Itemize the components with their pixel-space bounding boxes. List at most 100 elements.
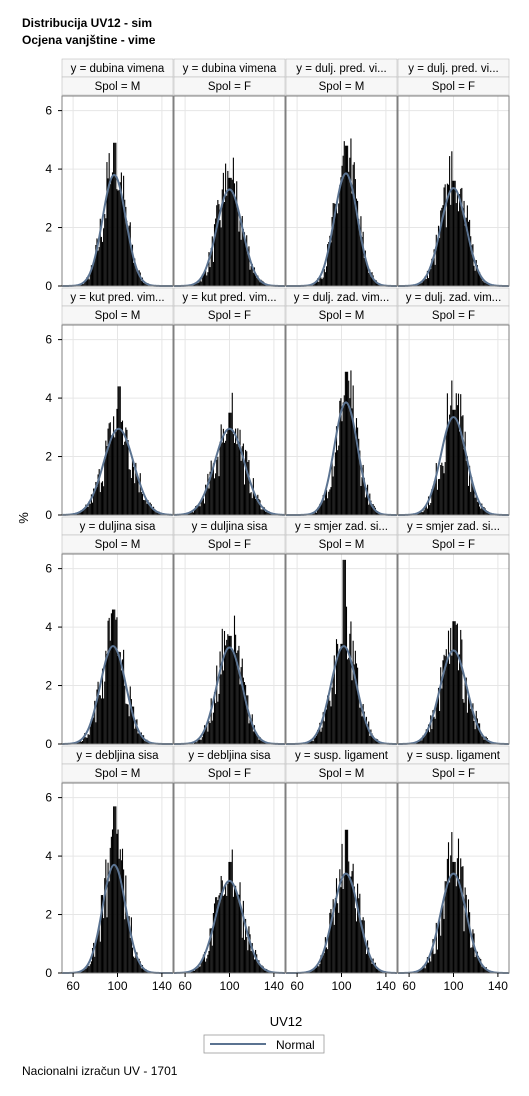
histogram-bar [335,878,338,973]
histogram-bar [91,264,94,286]
histogram-bar [479,272,481,286]
histogram-bar [119,182,121,286]
histogram-bar [419,283,421,286]
histogram-bar [320,955,322,973]
histogram-bar [466,205,468,286]
histogram-bar [206,275,208,286]
histogram-bar [476,951,478,973]
histogram-bar [238,894,240,973]
histogram-bar [151,507,154,515]
panel-frame [285,324,398,516]
histogram-bar [334,204,336,286]
histogram-bar [81,509,84,515]
histogram-bar [355,921,358,973]
histogram-bar [350,621,352,744]
histogram-bar [229,412,231,515]
histogram-bar [465,677,467,744]
histogram-bar [319,503,321,515]
histogram-bar [250,721,252,744]
histogram-bar [368,272,370,286]
histogram-bar [355,418,358,515]
histogram-bar [358,218,360,286]
histogram-bar [371,733,373,744]
histogram-bar [201,274,203,286]
histogram-bar [440,465,442,515]
histogram-bar [144,500,146,515]
histogram-bar [259,736,261,744]
histogram-bar [225,884,227,973]
histogram-bar [225,163,227,286]
histogram-bar [209,471,211,515]
histogram-bar [444,881,446,973]
histogram-bar [325,489,328,515]
histogram-bar [479,723,481,744]
panel-frame [173,95,286,287]
histogram-bar [210,248,212,286]
histogram-bar [199,279,201,286]
histogram-bar [249,934,251,973]
histogram-bar [131,458,134,515]
histogram-bar [203,725,206,744]
histogram-bar [140,280,142,286]
histogram-bar [239,882,241,973]
histogram-bar [119,652,121,744]
histogram-bar [226,433,228,515]
histogram-bar [364,250,366,286]
histogram-bar [425,729,427,744]
panel-sex-label: Spol = F [432,310,475,322]
histogram-bar [350,138,352,286]
histogram-bar [351,871,353,973]
histogram-bar [442,205,444,286]
histogram-bar [226,195,228,286]
normal-curve [286,645,397,745]
histogram-bar [323,269,325,286]
histogram-bar [111,609,114,744]
histogram-bar [368,721,370,744]
histogram-bar [206,958,208,973]
histogram-panel: y = debljina sisa Spol = M 60 100 140 [61,745,174,993]
histogram-bar [421,512,423,515]
y-tick-label: 2 [45,908,52,922]
panel-variable-label: y = dubina vimena [71,63,165,75]
histogram-bar [419,512,421,515]
footnote: Nacionalni izračun UV - 1701 [22,1064,178,1078]
normal-curve [398,187,509,287]
histogram-bar [257,735,259,744]
histogram-bar [248,460,250,515]
histogram-bar [106,446,108,515]
histogram-bar [342,155,344,286]
histogram-bar [195,506,197,515]
histogram-bar [325,947,328,973]
histogram-bar [452,861,454,973]
histogram-bar [208,721,210,744]
histogram-bar [325,709,328,744]
histogram-bar [331,217,333,286]
histogram-bar [196,968,198,973]
histogram-bar [207,272,209,286]
histogram-bar [243,682,246,744]
histogram-bar [472,482,474,515]
histogram-bar [145,741,147,744]
histogram-bar [231,849,233,973]
histogram-bar [311,971,313,973]
histogram-bar [474,729,476,744]
histogram-bar [445,227,447,286]
histogram-bar [246,451,248,515]
panel-sex-header [173,534,286,554]
histogram-bar [228,635,230,744]
histogram-bar [104,878,106,973]
histogram-bar [456,405,458,515]
histogram-bar [106,162,108,286]
histogram-bar [310,741,312,744]
histogram-bar [130,249,132,286]
histogram-bar [115,142,117,286]
histogram-bar [421,740,423,744]
histogram-bar [345,829,348,973]
histogram-bar [256,732,258,744]
histogram-bar [323,500,325,515]
x-axis-label: UV12 [270,1014,303,1029]
histogram-bar [347,145,349,286]
histogram-bar [196,742,198,744]
histogram-bar [190,971,192,973]
histogram-bar [247,253,249,286]
